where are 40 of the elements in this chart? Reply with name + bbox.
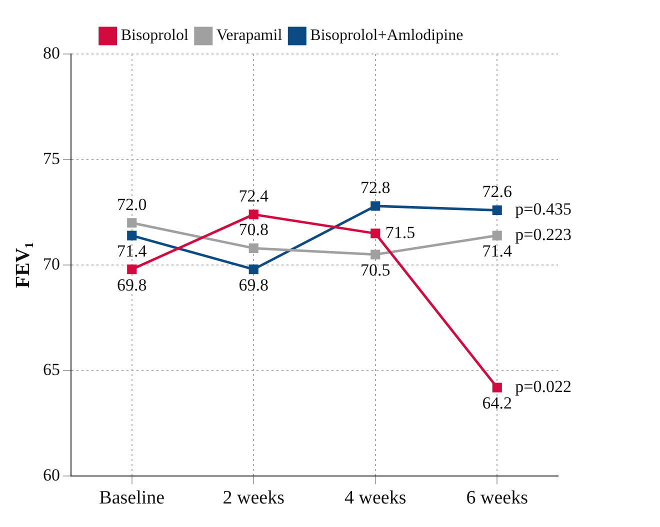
data-label: 69.8 bbox=[117, 275, 147, 294]
point bbox=[492, 230, 502, 240]
data-label: 70.5 bbox=[360, 260, 390, 280]
point bbox=[127, 218, 137, 228]
x-tick-label: 2 weeks bbox=[222, 488, 284, 509]
legend-label: Bisoprolol+Amlodipine bbox=[310, 27, 464, 44]
data-label: 69.8 bbox=[238, 275, 268, 294]
y-axis-title: FEV₁ bbox=[12, 242, 34, 288]
point bbox=[248, 243, 258, 253]
data-label: 71.5 bbox=[385, 222, 416, 242]
data-label: 72.6 bbox=[482, 182, 512, 202]
legend-label: Bisoprolol bbox=[120, 27, 189, 44]
point bbox=[492, 205, 502, 215]
y-tick-label: 80 bbox=[43, 43, 60, 62]
x-tick-label: Baseline bbox=[99, 488, 165, 509]
data-label: 72.0 bbox=[117, 194, 147, 214]
data-label: 70.8 bbox=[238, 220, 268, 240]
annotation: p=0.223 bbox=[515, 225, 572, 244]
point bbox=[127, 264, 137, 274]
x-tick-label: 4 weeks bbox=[344, 488, 406, 509]
data-label: 72.4 bbox=[238, 186, 269, 206]
legend-label: Verapamil bbox=[216, 27, 283, 44]
point bbox=[370, 201, 380, 211]
point bbox=[127, 230, 137, 240]
annotation: p=0.022 bbox=[515, 377, 572, 396]
point bbox=[370, 250, 380, 260]
y-tick-label: 60 bbox=[43, 466, 60, 485]
x-tick-label: 6 weeks bbox=[466, 488, 528, 509]
point bbox=[370, 228, 380, 238]
data-label: 71.4 bbox=[117, 242, 148, 261]
data-label: 71.4 bbox=[482, 242, 512, 261]
y-tick-label: 65 bbox=[43, 360, 60, 380]
point bbox=[248, 210, 258, 220]
y-tick-label: 75 bbox=[43, 149, 60, 168]
data-label: 72.8 bbox=[360, 178, 390, 197]
point bbox=[492, 382, 502, 392]
data-label: 64.2 bbox=[482, 394, 512, 413]
y-tick-label: 70 bbox=[43, 254, 60, 274]
annotation: p=0.435 bbox=[515, 200, 572, 219]
point bbox=[248, 264, 258, 274]
